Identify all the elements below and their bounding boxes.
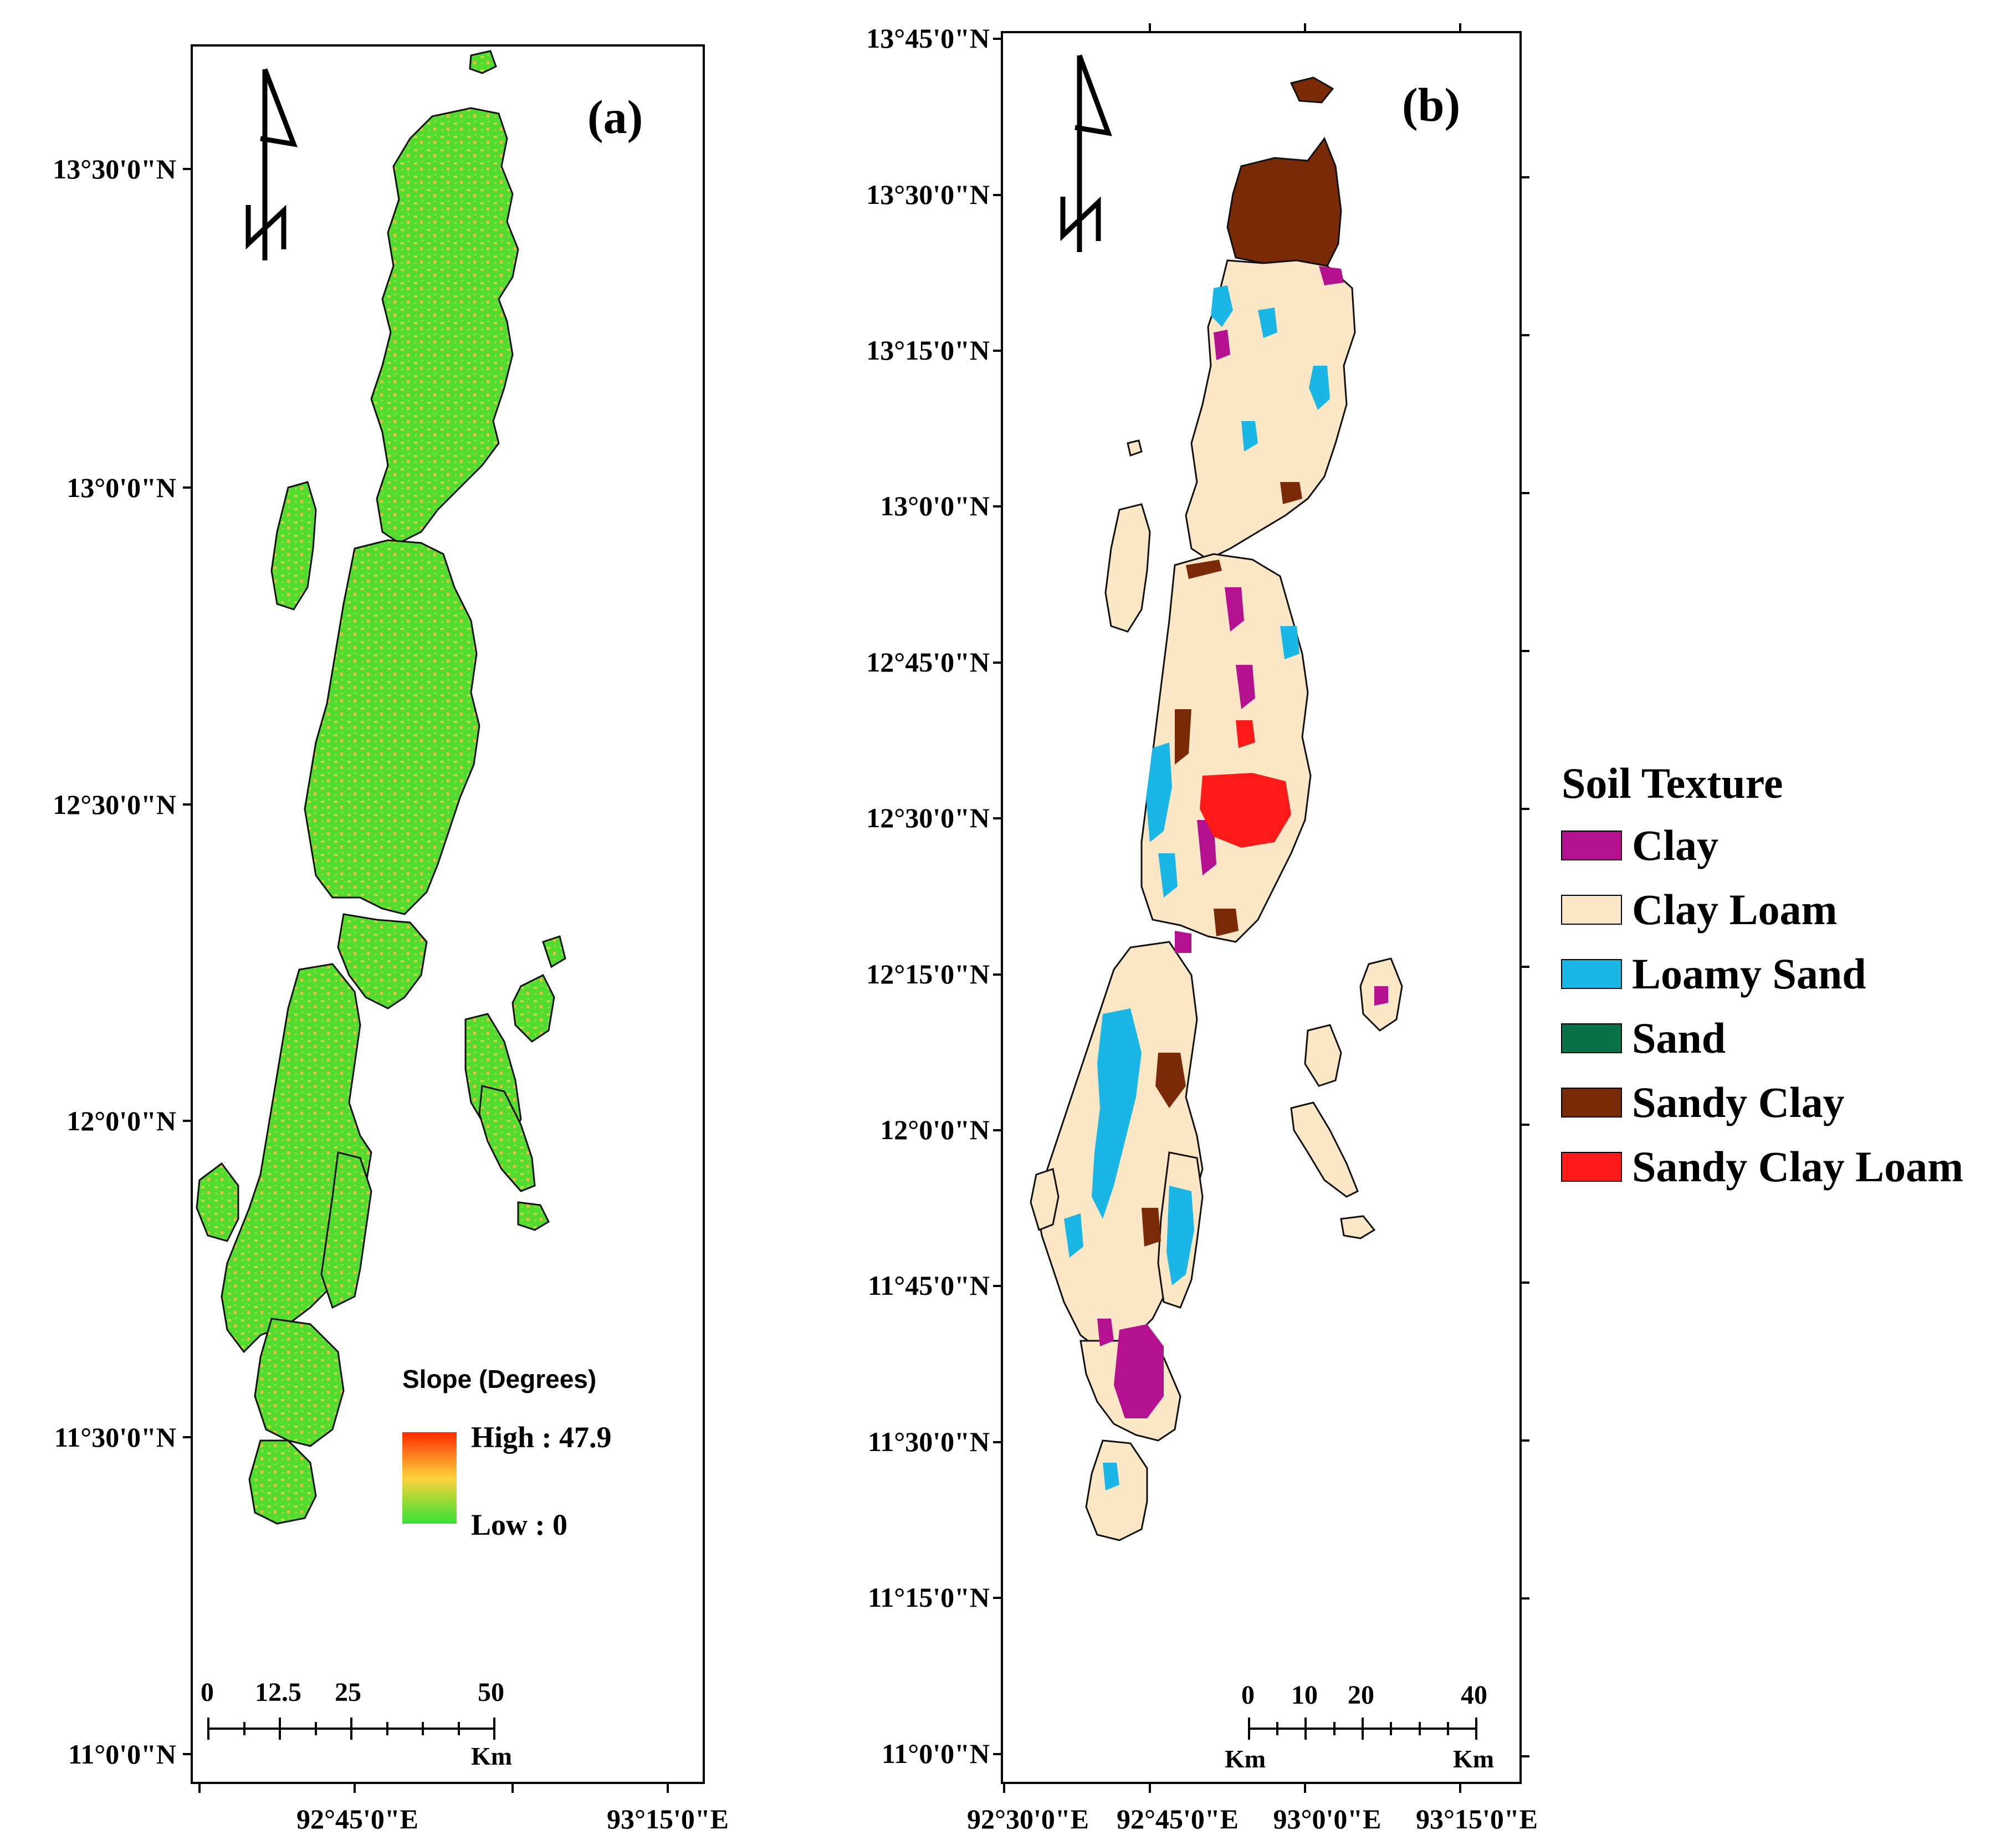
soil-legend-label-sandy-clay-loam: Sandy Clay Loam [1632, 1142, 1963, 1191]
panel-a-lat-11-30: 11°30'0"N [54, 1422, 176, 1453]
panel-a: (a) Slope (Degrees) High : 47.9 Low : 0 … [53, 44, 729, 1834]
panel-b-island-west-far [1030, 1168, 1060, 1232]
panel-b-ticks [993, 23, 1529, 1793]
panel-b-north-arrow [1060, 54, 1112, 252]
panel-b-lat-13-30: 13°30'0"N [866, 179, 990, 210]
panel-b-island-east-2 [1304, 1024, 1342, 1087]
soil-legend-item-clay: Clay [1561, 821, 1718, 869]
soil-legend-swatch-loamy-sand [1561, 959, 1622, 989]
scale-b-tick-0: 0 [1241, 1680, 1255, 1710]
panel-a-label: (a) [587, 90, 643, 143]
soil-legend-swatch-clay-loam [1561, 895, 1622, 925]
scale-a-unit: Km [471, 1742, 512, 1770]
panel-a-island-middle [304, 539, 480, 915]
panel-b-island-small-west [1127, 439, 1143, 457]
scale-b-unit-right: Km [1453, 1745, 1494, 1773]
panel-b-island-east-4 [1340, 1215, 1376, 1239]
panel-b-island-east-3 [1290, 1101, 1359, 1198]
panel-b-lat-12-30: 12°30'0"N [866, 802, 990, 833]
slope-legend-high: High : 47.9 [471, 1421, 612, 1454]
panel-b-lat-13-15: 13°15'0"N [866, 335, 990, 366]
scale-a-tick-25: 25 [335, 1678, 361, 1707]
panel-a-north-arrow [245, 68, 298, 260]
panel-a-lat-12-30: 12°30'0"N [53, 789, 176, 820]
panel-a-island-west [270, 481, 317, 611]
panel-a-scale-bar [207, 1718, 495, 1740]
panel-b-island-north [1185, 259, 1356, 561]
soil-legend-swatch-sand [1561, 1023, 1622, 1053]
panel-a-island-north-islet [469, 50, 497, 74]
panel-b-lat-11-15: 11°15'0"N [868, 1582, 990, 1613]
soil-legend-label-clay-loam: Clay Loam [1632, 885, 1838, 934]
soil-legend-swatch-sandy-clay [1561, 1088, 1622, 1118]
panel-b-label: (b) [1402, 78, 1460, 131]
slope-legend-ramp [402, 1432, 457, 1524]
soil-texture-legend: Soil Texture Clay Clay Loam Loamy Sand S… [1561, 759, 1963, 1191]
panel-a-island-south-tip [248, 1439, 317, 1525]
panel-b-lat-11-45: 11°45'0"N [868, 1270, 990, 1301]
panel-b-loamy-sand-patches [1064, 285, 1330, 1490]
scale-a-tick-12-5: 12.5 [255, 1678, 301, 1707]
panel-a-island-east-4 [517, 1201, 550, 1231]
panel-a-lat-13-00: 13°0'0"N [66, 472, 176, 503]
panel-b-lon-92-45: 92°45'0"E [1117, 1803, 1239, 1834]
panel-b-lat-13-45: 13°45'0"N [866, 23, 990, 54]
panel-a-island-little-andaman [254, 1318, 345, 1447]
soil-legend-item-loamy-sand: Loamy Sand [1561, 950, 1866, 998]
panel-b-lon-92-30: 92°30'0"E [967, 1803, 1089, 1834]
panel-b-island-little-andaman [1085, 1439, 1148, 1541]
panel-a-lat-ticks [183, 168, 669, 1793]
soil-legend-item-clay-loam: Clay Loam [1561, 885, 1838, 934]
panel-a-island-south-east [320, 1151, 372, 1309]
panel-a-island-mid-south [337, 913, 428, 1009]
soil-legend-swatch-sandy-clay-loam [1561, 1152, 1622, 1182]
soil-legend-title: Soil Texture [1562, 759, 1783, 807]
slope-legend-title: Slope (Degrees) [402, 1365, 596, 1393]
panel-a-lat-12-00: 12°0'0"N [66, 1105, 176, 1136]
panel-a-lon-92-45: 92°45'0"E [296, 1803, 418, 1834]
scale-b-tick-10: 10 [1291, 1680, 1318, 1710]
panel-b-north-islet [1290, 76, 1334, 104]
panel-b-sandy-clay-patches [1142, 482, 1302, 1247]
soil-legend-label-sand: Sand [1632, 1014, 1726, 1062]
scale-a-tick-0: 0 [201, 1678, 214, 1707]
soil-legend-item-sand: Sand [1561, 1014, 1726, 1062]
scale-b-tick-20: 20 [1348, 1680, 1374, 1710]
panel-b-lon-93-00: 93°0'0"E [1273, 1803, 1381, 1834]
soil-legend-item-sandy-clay-loam: Sandy Clay Loam [1561, 1142, 1963, 1191]
soil-legend-label-sandy-clay: Sandy Clay [1632, 1078, 1845, 1126]
panel-b-lat-12-45: 12°45'0"N [866, 647, 990, 678]
panel-b-lat-11-30: 11°30'0"N [868, 1426, 990, 1457]
panel-a-lat-11-00: 11°0'0"N [68, 1739, 176, 1770]
scale-b-tick-40: 40 [1461, 1680, 1487, 1710]
panel-a-island-east-1 [511, 973, 555, 1043]
panel-a-island-west-far [196, 1162, 239, 1242]
panel-b-lat-12-15: 12°15'0"N [866, 958, 990, 990]
panel-b-clay-patches [1097, 266, 1388, 1418]
soil-legend-swatch-clay [1561, 831, 1622, 860]
scale-a-tick-50: 50 [478, 1678, 504, 1707]
panel-b: (b) 0 10 20 40 Km Km [866, 23, 1538, 1834]
panel-a-island-east-3 [478, 1085, 536, 1192]
soil-legend-item-sandy-clay: Sandy Clay [1561, 1078, 1845, 1126]
panel-a-island-east-islet [542, 935, 566, 968]
panel-b-lat-11-00: 11°0'0"N [882, 1738, 990, 1769]
panel-a-lat-13-30: 13°30'0"N [53, 153, 176, 184]
panel-a-lon-93-15: 93°15'0"E [607, 1803, 729, 1834]
soil-legend-label-clay: Clay [1632, 821, 1718, 869]
panel-b-sandy-clay-loam-patches [1200, 720, 1291, 848]
panel-b-lon-93-15: 93°15'0"E [1416, 1803, 1538, 1834]
panel-b-lat-13-00: 13°0'0"N [880, 490, 990, 521]
panel-b-island-west [1104, 503, 1151, 633]
panel-b-lat-12-00: 12°0'0"N [880, 1114, 990, 1145]
panel-b-scale-bar [1248, 1718, 1477, 1740]
slope-legend-low: Low : 0 [471, 1508, 567, 1541]
scale-b-unit-left: Km [1225, 1745, 1266, 1773]
panel-b-north-sandy-clay [1226, 136, 1342, 267]
panel-a-island-north [370, 107, 519, 544]
soil-legend-label-loamy-sand: Loamy Sand [1632, 950, 1866, 998]
